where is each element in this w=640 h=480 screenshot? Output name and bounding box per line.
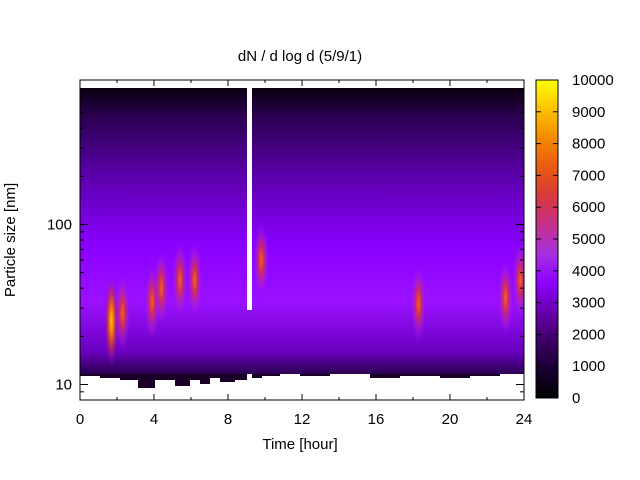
bottom-edge-segment [155, 374, 175, 380]
bottom-edge-segment [175, 374, 190, 386]
x-tick-label: 20 [442, 411, 459, 428]
colorbar-tick-label: 8000 [572, 136, 605, 153]
y-tick-label: 100 [47, 216, 72, 233]
colorbar-tick-label: 2000 [572, 326, 605, 343]
x-tick-label: 4 [150, 411, 158, 428]
y-tick-label: 10 [55, 376, 72, 393]
y-axis: 10 100 [47, 79, 524, 401]
colorbar-tick-label: 9000 [572, 104, 605, 121]
heatmap-background [80, 88, 524, 374]
heatmap-enhancements [104, 219, 524, 367]
bottom-edge-segment [252, 374, 262, 378]
chart-title: dN / d log d (5/9/1) [238, 48, 362, 65]
colorbar-tick-label: 3000 [572, 295, 605, 312]
x-tick-label: 16 [368, 411, 385, 428]
bottom-edge-segment [400, 374, 440, 376]
enhancement-5 [171, 239, 188, 320]
x-tick-label: 12 [294, 411, 311, 428]
bottom-edge-segment [138, 374, 155, 388]
bottom-edge-segment [220, 374, 235, 382]
enhancement-8 [410, 263, 427, 344]
bottom-edge-segment [300, 374, 330, 376]
colorbar-tick-label: 7000 [572, 167, 605, 184]
colorbar-tick-label: 4000 [572, 263, 605, 280]
data-gap [247, 88, 252, 310]
enhancement-7 [253, 219, 270, 300]
colorbar-tick-label: 6000 [572, 199, 605, 216]
x-tick-label: 8 [224, 411, 232, 428]
enhancement-4 [153, 248, 170, 329]
bottom-edge-segment [370, 374, 400, 378]
bottom-edge-segment [120, 374, 138, 380]
colorbar-tick-label: 1000 [572, 358, 605, 375]
heatmap-area [80, 88, 524, 374]
colorbar-tick-label: 5000 [572, 231, 605, 248]
enhancement-1 [104, 274, 119, 367]
bottom-edge-segment [235, 374, 247, 380]
bottom-edge-segment [200, 374, 210, 384]
x-tick-label: 0 [76, 411, 84, 428]
enhancement-2 [114, 272, 131, 353]
x-axis: 0 4 8 12 16 20 24 [76, 80, 533, 428]
bottom-edge-segment [190, 374, 200, 380]
enhancement-9 [497, 257, 514, 338]
colorbar-tick-label: 10000 [572, 72, 614, 89]
bottom-edge-segment [80, 374, 100, 376]
colorbar-tick-label: 0 [572, 390, 580, 407]
bottom-edge-segment [100, 374, 120, 378]
bottom-edge-segment [262, 374, 280, 376]
x-axis-label: Time [hour] [262, 436, 337, 453]
colorbar-axis: 0 1000 2000 3000 4000 5000 6000 7000 8000 9000 100… [536, 72, 614, 407]
bottom-edge-segment [210, 374, 220, 378]
y-axis-label: Particle size [nm] [2, 183, 19, 297]
bottom-edge-segment [440, 374, 470, 378]
bottom-edge-segment [470, 374, 500, 376]
enhancement-6 [186, 239, 203, 320]
x-tick-label: 24 [516, 411, 533, 428]
